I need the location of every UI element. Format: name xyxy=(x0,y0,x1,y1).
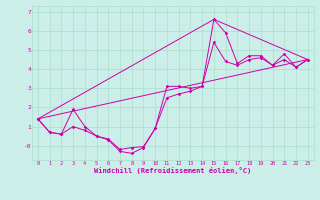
X-axis label: Windchill (Refroidissement éolien,°C): Windchill (Refroidissement éolien,°C) xyxy=(94,167,252,174)
